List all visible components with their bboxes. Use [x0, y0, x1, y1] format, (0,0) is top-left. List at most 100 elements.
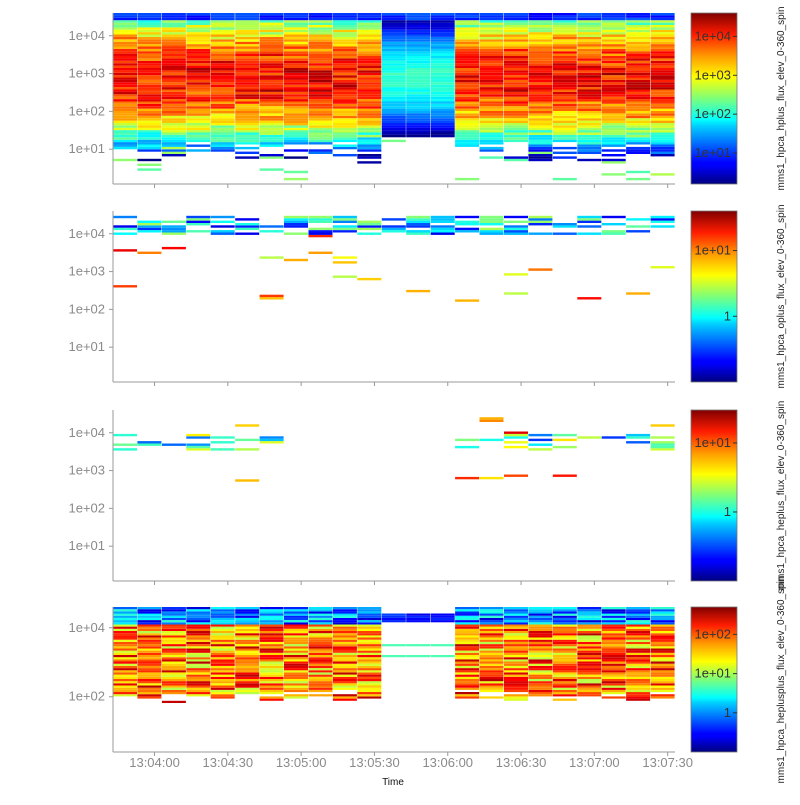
heatmap-cell [332, 123, 357, 126]
heatmap-cell [332, 58, 357, 61]
heatmap-cell [308, 34, 333, 37]
heatmap-cell [528, 639, 553, 642]
heatmap-cell [113, 84, 137, 88]
heatmap-cell [137, 36, 162, 40]
heatmap-cell [137, 641, 162, 645]
heatmap-cell [308, 251, 333, 254]
heatmap-cell [504, 227, 528, 231]
heatmap-cell [137, 692, 162, 695]
heatmap-cell [381, 94, 406, 97]
heatmap-cell [332, 611, 357, 614]
heatmap-cell [430, 644, 455, 647]
heatmap-cell [528, 661, 553, 664]
heatmap-cell [259, 70, 284, 73]
heatmap-cell [210, 46, 235, 49]
heatmap-cell [186, 63, 211, 66]
heatmap-cell [284, 633, 308, 636]
heatmap-cell [528, 689, 553, 693]
heatmap-cell [235, 56, 260, 59]
heatmap-cell [626, 620, 651, 623]
heatmap-cell [284, 609, 308, 612]
heatmap-cell [626, 615, 651, 618]
heatmap-cell [308, 60, 333, 64]
heatmap-cell [113, 668, 137, 671]
heatmap-cell [552, 609, 577, 612]
heatmap-cell [406, 51, 431, 54]
heatmap-cell [430, 58, 455, 61]
heatmap-cell [430, 65, 455, 68]
heatmap-cell [650, 82, 675, 85]
heatmap-cell [381, 87, 406, 90]
heatmap-cell [186, 44, 211, 47]
heatmap-cell [552, 665, 577, 669]
heatmap-cell [235, 130, 260, 133]
heatmap-cell [161, 99, 186, 102]
heatmap-cell [113, 127, 137, 131]
heatmap-cell [259, 692, 284, 695]
heatmap-cell [332, 154, 357, 157]
heatmap-cell [357, 106, 382, 109]
heatmap-cell [601, 639, 626, 642]
heatmap-cell [284, 624, 308, 627]
heatmap-cell [528, 641, 553, 645]
heatmap-cell [528, 220, 553, 223]
heatmap-cell [113, 628, 137, 631]
heatmap-cell [479, 46, 504, 49]
colorbar-tick-label: 1e+01 [694, 243, 731, 258]
heatmap-cell [504, 620, 528, 623]
heatmap-cell [479, 476, 504, 480]
heatmap-cell [577, 617, 602, 621]
heatmap-cell [113, 631, 137, 634]
heatmap-cell [577, 123, 602, 126]
heatmap-cell [308, 91, 333, 95]
heatmap-cell [259, 665, 284, 669]
heatmap-cell [552, 687, 577, 690]
heatmap-cell [210, 29, 235, 33]
heatmap-cell [601, 84, 626, 88]
heatmap-cell [235, 111, 260, 114]
heatmap-cell [113, 232, 137, 235]
heatmap-cell [235, 46, 260, 49]
heatmap-cell [235, 51, 260, 54]
heatmap-cell [455, 53, 480, 56]
heatmap-cell [455, 25, 480, 28]
heatmap-cell [504, 652, 528, 655]
heatmap-cell [552, 94, 577, 97]
heatmap-cell [235, 613, 260, 616]
heatmap-cell [601, 635, 626, 638]
heatmap-cell [504, 628, 528, 631]
heatmap-cell [161, 123, 186, 126]
heatmap-cell [161, 655, 186, 658]
heatmap-cell [137, 620, 162, 623]
heatmap-cell [455, 685, 480, 688]
heatmap-cell [577, 113, 602, 116]
heatmap-cell [577, 115, 602, 119]
heatmap-cell [186, 27, 211, 30]
heatmap-cell [601, 611, 626, 614]
heatmap-cell [504, 650, 528, 653]
heatmap-cell [186, 144, 211, 147]
heatmap-cell [455, 106, 480, 109]
heatmap-cell [601, 27, 626, 30]
heatmap-cell [650, 641, 675, 645]
heatmap-cell [137, 674, 162, 677]
heatmap-cell [113, 639, 137, 642]
heatmap-cell [552, 156, 577, 159]
heatmap-cell [284, 27, 308, 30]
heatmap-cell [259, 672, 284, 675]
heatmap-cell [235, 479, 260, 482]
heatmap-cell [626, 48, 651, 52]
heatmap-cell [161, 17, 186, 21]
heatmap-cell [528, 681, 553, 684]
heatmap-cell [577, 70, 602, 73]
heatmap-cell [504, 230, 528, 233]
heatmap-cell [259, 41, 284, 45]
heatmap-cell [161, 641, 186, 645]
heatmap-cell [650, 683, 675, 686]
heatmap-cell [161, 617, 186, 621]
heatmap-cell [186, 689, 211, 693]
heatmap-cell [332, 77, 357, 80]
heatmap-cell [504, 20, 528, 23]
heatmap-cell [137, 676, 162, 679]
heatmap-cell [357, 130, 382, 133]
